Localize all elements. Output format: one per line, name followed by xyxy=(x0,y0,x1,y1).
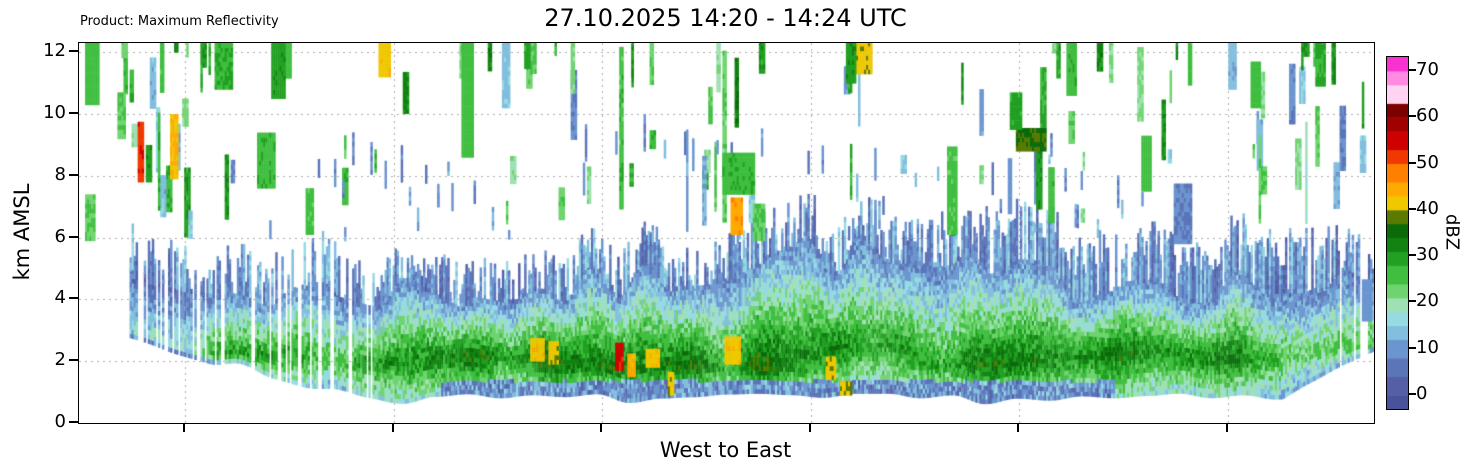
y-tick-label: 0 xyxy=(54,411,66,432)
product-label: Product: Maximum Reflectivity xyxy=(80,14,279,29)
x-tick-mark xyxy=(1226,424,1228,432)
y-tick-label: 12 xyxy=(43,40,66,62)
colorbar-tick-mark xyxy=(1409,300,1416,303)
y-tick-mark xyxy=(69,297,78,300)
chart-title: 27.10.2025 14:20 - 14:24 UTC xyxy=(544,4,907,32)
y-tick-mark xyxy=(69,421,78,423)
colorbar-tick-mark xyxy=(1409,393,1416,396)
x-tick-mark xyxy=(600,424,602,432)
colorbar-canvas xyxy=(1386,56,1409,410)
colorbar-tick-mark xyxy=(1409,207,1416,210)
y-tick-mark xyxy=(69,173,78,176)
reflectivity-plot-canvas xyxy=(78,42,1375,424)
y-tick-mark xyxy=(69,50,78,53)
colorbar-tick-label: 0 xyxy=(1416,383,1428,405)
y-tick-mark xyxy=(69,235,78,238)
colorbar-tick-label: 70 xyxy=(1416,58,1439,80)
x-tick-mark xyxy=(809,424,811,432)
colorbar-tick-label: 20 xyxy=(1416,290,1439,312)
colorbar-tick-mark xyxy=(1409,161,1416,164)
y-tick-label: 6 xyxy=(54,225,66,247)
colorbar-tick-mark xyxy=(1409,68,1416,71)
x-tick-mark xyxy=(1017,424,1019,432)
colorbar-tick-label: 30 xyxy=(1416,244,1439,266)
x-tick-mark xyxy=(392,424,394,432)
colorbar-tick-label: 60 xyxy=(1416,105,1439,127)
y-tick-mark xyxy=(69,112,78,115)
y-tick-mark xyxy=(69,359,78,362)
y-tick-label: 4 xyxy=(54,287,66,309)
colorbar-label: dBZ xyxy=(1441,213,1463,251)
x-axis-label: West to East xyxy=(659,438,792,462)
colorbar-tick-label: 10 xyxy=(1416,336,1439,358)
y-tick-label: 8 xyxy=(54,163,66,185)
colorbar-tick-mark xyxy=(1409,254,1416,257)
colorbar-tick-label: 40 xyxy=(1416,197,1439,219)
y-tick-label: 10 xyxy=(43,102,66,124)
colorbar-tick-mark xyxy=(1409,346,1416,349)
colorbar-tick-mark xyxy=(1409,115,1416,118)
y-tick-label: 2 xyxy=(54,349,66,371)
colorbar-tick-label: 50 xyxy=(1416,151,1439,173)
x-tick-mark xyxy=(183,424,185,432)
